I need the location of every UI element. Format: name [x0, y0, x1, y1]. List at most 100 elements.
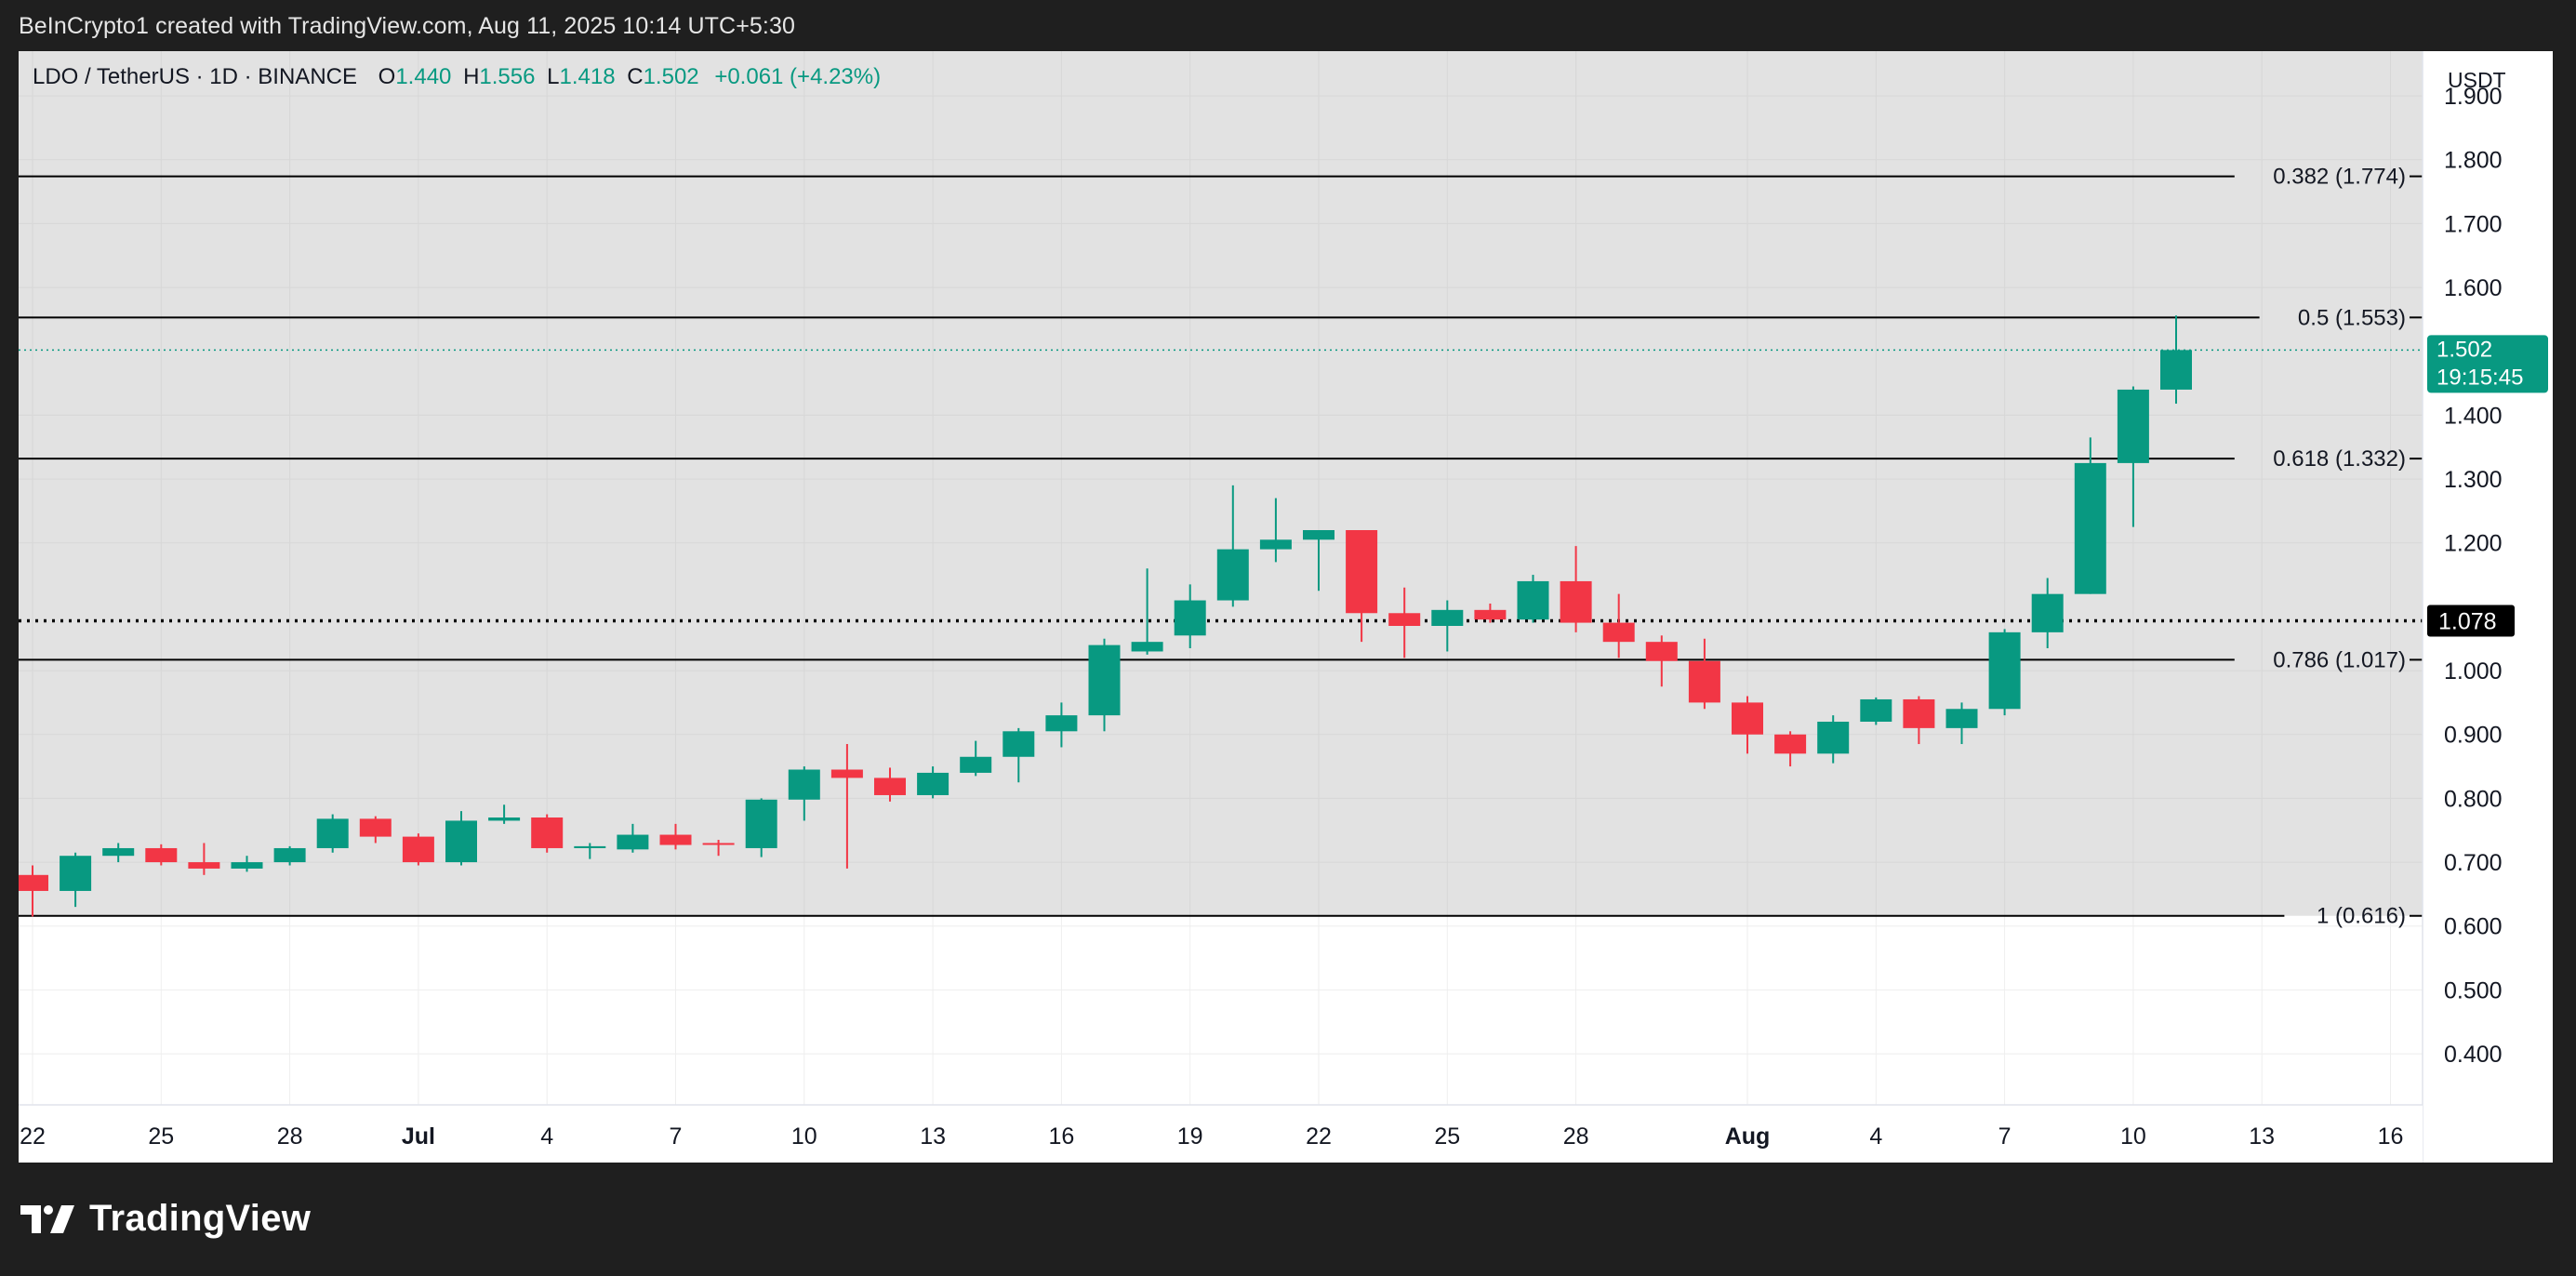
- candle[interactable]: [2074, 437, 2106, 594]
- candle[interactable]: [574, 843, 606, 859]
- price-tick-label: 1.400: [2444, 403, 2503, 429]
- candle[interactable]: [531, 814, 564, 853]
- candle[interactable]: [1346, 530, 1378, 643]
- open-value: 1.440: [395, 64, 452, 89]
- price-tick-label: 1.800: [2444, 148, 2503, 174]
- candle[interactable]: [1774, 731, 1807, 767]
- candle[interactable]: [830, 744, 863, 869]
- crosshair-price-badge[interactable]: [2427, 605, 2515, 637]
- candle-body: [402, 836, 434, 863]
- time-tick-label: 25: [1434, 1123, 1460, 1150]
- candle[interactable]: [1388, 587, 1421, 658]
- candle[interactable]: [1903, 696, 1935, 745]
- chart-panel[interactable]: 0.382 (1.774) 0.5 (1.553) 0.618 (1.332) 0.7…: [19, 51, 2553, 1163]
- candle[interactable]: [145, 844, 178, 866]
- fib-level-label[interactable]: 0.5 (1.553): [2298, 305, 2406, 330]
- candle[interactable]: [1988, 629, 2021, 716]
- candle[interactable]: [2160, 315, 2192, 405]
- candle[interactable]: [1131, 568, 1163, 655]
- time-tick-label: 4: [540, 1123, 553, 1150]
- candle-body: [1945, 709, 1978, 728]
- candle-body: [2117, 389, 2149, 463]
- candle[interactable]: [1817, 715, 1850, 764]
- candle-body: [1688, 660, 1720, 703]
- price-tick-label: 0.400: [2444, 1042, 2503, 1068]
- candle[interactable]: [488, 804, 521, 824]
- candle[interactable]: [1003, 727, 1035, 783]
- candle-body: [531, 817, 564, 848]
- candle-body: [359, 818, 392, 837]
- candle[interactable]: [1645, 635, 1678, 687]
- current-price-badge[interactable]: [2427, 335, 2548, 393]
- fib-level-label[interactable]: 1 (0.616): [2317, 904, 2406, 929]
- candle-body: [1303, 530, 1334, 540]
- candle[interactable]: [188, 843, 220, 875]
- currency-unit-label[interactable]: USDT: [2448, 68, 2506, 92]
- candle[interactable]: [960, 740, 992, 777]
- candle-body: [2031, 593, 2064, 632]
- candle-body: [2160, 350, 2192, 390]
- candle-body: [60, 856, 92, 891]
- tradingview-logo: TradingView: [20, 1198, 311, 1240]
- candle[interactable]: [1560, 546, 1592, 632]
- candle-body: [1131, 642, 1163, 652]
- candle[interactable]: [702, 840, 735, 857]
- price-tick-label: 1.300: [2444, 467, 2503, 493]
- candle[interactable]: [2117, 386, 2149, 527]
- candle[interactable]: [1860, 697, 1892, 725]
- candle-body: [617, 834, 649, 850]
- price-tick-label: 1.700: [2444, 211, 2503, 237]
- candle[interactable]: [1732, 696, 1763, 754]
- candle[interactable]: [60, 852, 92, 908]
- tradingview-logo-icon: [20, 1204, 74, 1233]
- fib-level-label[interactable]: 0.786 (1.017): [2273, 647, 2406, 672]
- candle[interactable]: [1688, 638, 1720, 710]
- candle[interactable]: [2031, 578, 2064, 649]
- candle[interactable]: [273, 845, 306, 866]
- candle[interactable]: [1517, 575, 1549, 623]
- candle-body: [1431, 609, 1464, 626]
- symbol-name[interactable]: LDO / TetherUS · 1D · BINANCE: [33, 64, 357, 89]
- candle-body: [1259, 539, 1292, 550]
- candle[interactable]: [1474, 603, 1507, 623]
- candle[interactable]: [659, 823, 692, 850]
- candle-body: [1774, 734, 1807, 754]
- candle[interactable]: [445, 811, 477, 866]
- candle[interactable]: [1945, 702, 1978, 745]
- candle-body: [1645, 642, 1678, 661]
- candle[interactable]: [745, 798, 777, 857]
- candle[interactable]: [1088, 638, 1121, 732]
- candle-body: [273, 847, 306, 863]
- crosshair-price-value: 1.078: [2438, 609, 2497, 635]
- candle[interactable]: [1602, 593, 1635, 658]
- candle[interactable]: [617, 823, 649, 853]
- candle[interactable]: [402, 833, 434, 866]
- fib-level-label[interactable]: 0.618 (1.332): [2273, 446, 2406, 472]
- candle[interactable]: [917, 766, 949, 799]
- candle[interactable]: [1303, 530, 1334, 591]
- price-tick-label: 0.700: [2444, 850, 2503, 876]
- candle[interactable]: [19, 865, 48, 917]
- candle[interactable]: [874, 767, 906, 802]
- candle[interactable]: [1431, 600, 1464, 652]
- candle[interactable]: [316, 814, 349, 853]
- candle[interactable]: [359, 816, 392, 844]
- time-tick-label: 13: [2249, 1123, 2275, 1150]
- candle-body: [1346, 530, 1378, 614]
- candle[interactable]: [1259, 498, 1292, 563]
- candle[interactable]: [1216, 485, 1249, 607]
- candle[interactable]: [788, 766, 820, 821]
- candle[interactable]: [102, 843, 135, 863]
- candle[interactable]: [1045, 702, 1078, 748]
- candle[interactable]: [1174, 584, 1206, 649]
- price-tick-label: 0.900: [2444, 723, 2503, 749]
- candle-body: [1045, 715, 1078, 732]
- candle-body: [1602, 622, 1635, 643]
- candlestick-chart[interactable]: 0.382 (1.774) 0.5 (1.553) 0.618 (1.332) 0.7…: [19, 51, 2553, 1163]
- candle[interactable]: [231, 856, 263, 872]
- time-tick-label: 16: [2378, 1123, 2404, 1150]
- price-tick-label: 0.800: [2444, 786, 2503, 812]
- fib-level-label[interactable]: 0.382 (1.774): [2273, 165, 2406, 190]
- price-tick-label: 1.900: [2444, 84, 2503, 110]
- candle-body: [960, 756, 992, 773]
